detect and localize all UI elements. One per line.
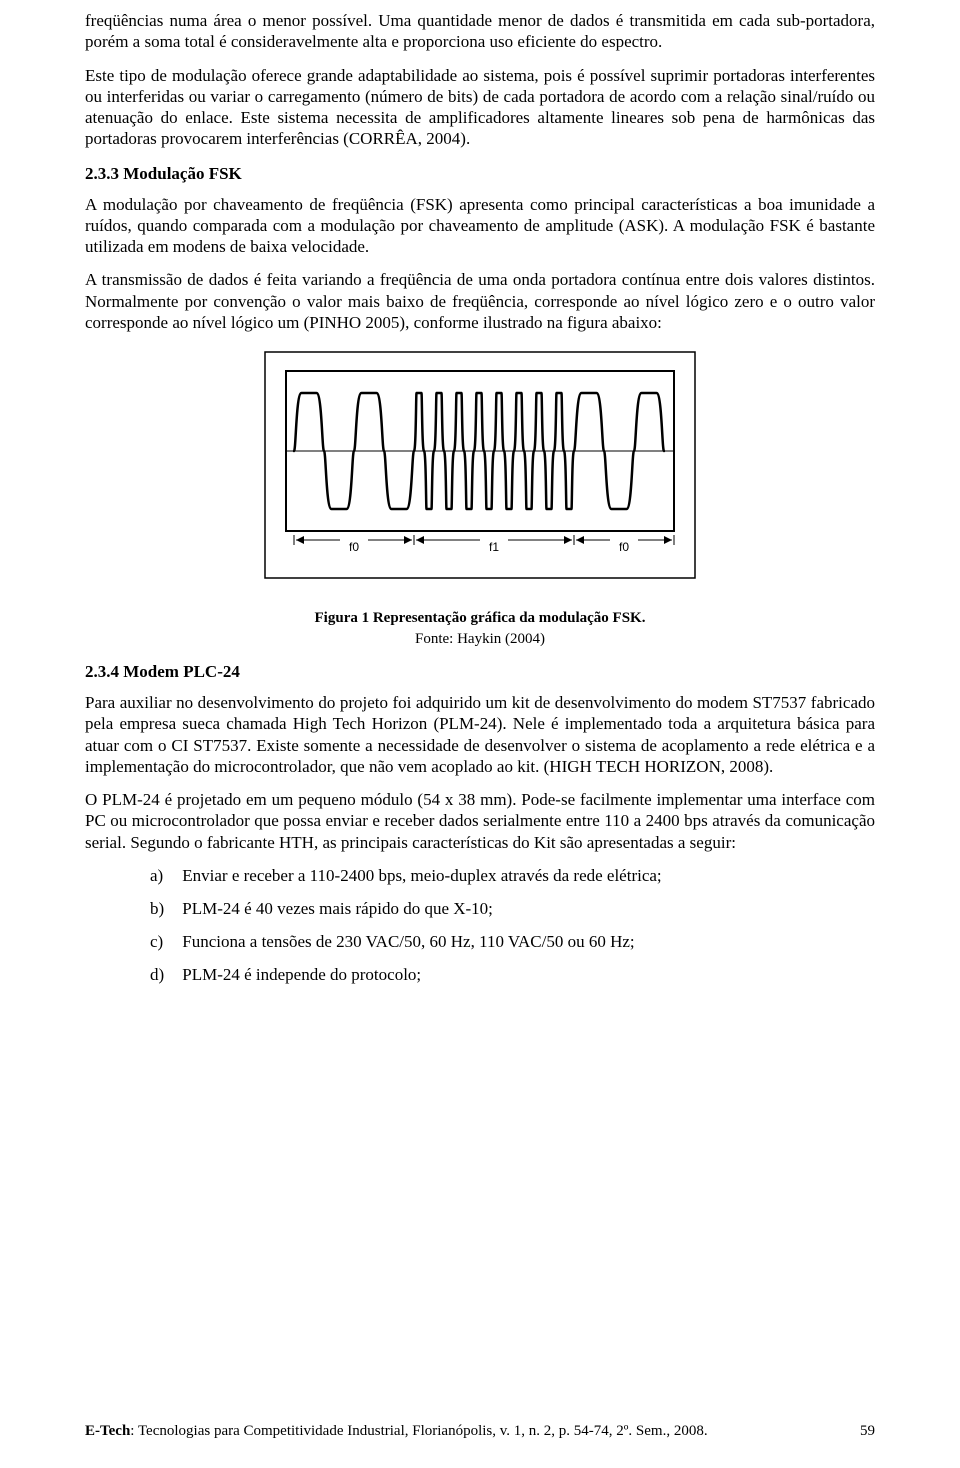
list-item-label: b) <box>150 898 178 921</box>
list-item-label: c) <box>150 931 178 954</box>
section-heading-fsk: 2.3.3 Modulação FSK <box>85 164 875 184</box>
list-item: c) Funciona a tensões de 230 VAC/50, 60 … <box>150 931 875 954</box>
paragraph: A modulação por chaveamento de freqüênci… <box>85 194 875 258</box>
svg-text:f1: f1 <box>489 540 499 554</box>
list-item-text: PLM-24 é independe do protocolo; <box>182 965 421 984</box>
page-number: 59 <box>860 1423 875 1440</box>
list-item: d) PLM-24 é independe do protocolo; <box>150 964 875 987</box>
list-item-label: d) <box>150 964 178 987</box>
paragraph: A transmissão de dados é feita variando … <box>85 269 875 333</box>
svg-text:f0: f0 <box>349 540 359 554</box>
paragraph: Este tipo de modulação oferece grande ad… <box>85 65 875 150</box>
figure-caption: Figura 1 Representação gráfica da modula… <box>85 610 875 627</box>
list-item: a) Enviar e receber a 110-2400 bps, meio… <box>150 865 875 888</box>
feature-list: a) Enviar e receber a 110-2400 bps, meio… <box>85 865 875 987</box>
footer-journal-name: E-Tech <box>85 1423 130 1439</box>
paragraph: Para auxiliar no desenvolvimento do proj… <box>85 692 875 777</box>
paper-page: freqüências numa área o menor possível. … <box>0 0 960 1468</box>
figure-frame: f0 f1 f0 <box>264 351 696 579</box>
figure-source: Fonte: Haykin (2004) <box>85 631 875 648</box>
list-item-label: a) <box>150 865 178 888</box>
footer-citation-rest: : Tecnologias para Competitividade Indus… <box>130 1423 707 1439</box>
list-item: b) PLM-24 é 40 vezes mais rápido do que … <box>150 898 875 921</box>
section-heading-modem: 2.3.4 Modem PLC-24 <box>85 662 875 682</box>
fsk-waveform-svg: f0 f1 f0 <box>264 351 696 579</box>
paragraph: O PLM-24 é projetado em um pequeno módul… <box>85 789 875 853</box>
list-item-text: Funciona a tensões de 230 VAC/50, 60 Hz,… <box>182 932 634 951</box>
svg-text:f0: f0 <box>619 540 629 554</box>
list-item-text: PLM-24 é 40 vezes mais rápido do que X-1… <box>182 899 493 918</box>
figure-fsk-waveform: f0 f1 f0 <box>85 351 875 584</box>
page-footer: E-Tech: Tecnologias para Competitividade… <box>85 1423 875 1440</box>
list-item-text: Enviar e receber a 110-2400 bps, meio-du… <box>182 866 661 885</box>
paragraph: freqüências numa área o menor possível. … <box>85 10 875 53</box>
footer-citation: E-Tech: Tecnologias para Competitividade… <box>85 1423 708 1440</box>
